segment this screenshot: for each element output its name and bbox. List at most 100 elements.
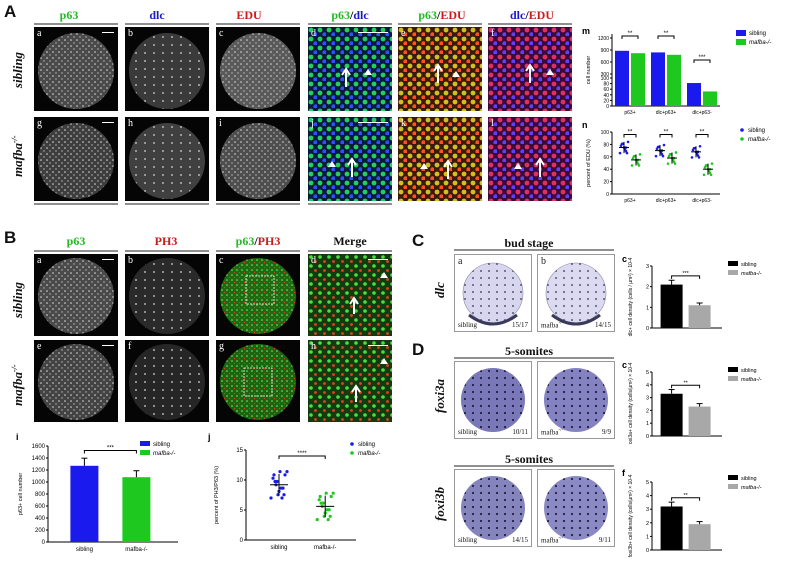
stage-5-somites-1: 5-somites xyxy=(505,344,553,358)
significance-label: **** xyxy=(297,451,307,457)
bar-mafba-/- xyxy=(688,524,711,550)
col-head-dlc-edu: dlc/EDU xyxy=(509,8,555,22)
data-point xyxy=(630,164,634,167)
data-point xyxy=(285,470,289,474)
image-b-c-merge-sibling: c xyxy=(216,254,300,336)
data-point xyxy=(283,473,287,477)
significance-label: ** xyxy=(628,129,633,135)
ratio-label: 15/17 xyxy=(512,321,528,329)
y-tick-label: 60 xyxy=(603,155,609,161)
col-head-p63-dlc: p63/dlc xyxy=(331,8,369,22)
data-point xyxy=(637,164,641,167)
data-point xyxy=(317,498,321,502)
svg-text:f: f xyxy=(622,468,626,478)
sublabel: i xyxy=(219,118,222,129)
panel-letter-a: A xyxy=(4,2,17,21)
data-point xyxy=(272,473,276,477)
legend-marker xyxy=(350,451,354,455)
scale-bar xyxy=(102,122,114,123)
col-head-b-merge-p63-ph3: p63/PH3 xyxy=(235,234,281,248)
chart-c-foxi3a: c 0 1 2 3 4 5 ** foxi3a+ cell density (cells/µm… xyxy=(622,360,762,444)
image-b-dlc-sibling: b xyxy=(125,27,209,111)
data-point xyxy=(619,144,623,147)
sig-bracket xyxy=(623,133,637,138)
y-tick-label: 1 xyxy=(646,421,649,427)
chart-f-foxi3b: f 0 1 2 3 4 5 ** foxi3b+ cell density (cells/µm… xyxy=(622,468,762,557)
y-tick-label: 5 xyxy=(240,508,244,514)
sig-bracket xyxy=(671,384,701,389)
y-tick-label: 80 xyxy=(603,82,609,88)
significance-label: *** xyxy=(698,55,706,61)
y-tick-label: 0 xyxy=(42,540,46,546)
data-point xyxy=(667,154,671,158)
y-tick-label: 1000 xyxy=(32,480,46,486)
genotype-label: sibling xyxy=(458,321,478,329)
y-tick-label: 20 xyxy=(603,98,609,104)
y-tick-label: 0 xyxy=(646,434,649,440)
legend-marker xyxy=(350,442,354,446)
data-point xyxy=(702,173,706,177)
y-tick-label: 600 xyxy=(35,504,46,510)
data-point xyxy=(710,162,714,165)
y-tick-label: 15 xyxy=(236,448,243,454)
data-point xyxy=(280,496,284,500)
image-b-h-zoom-mafba: h xyxy=(308,340,392,422)
data-point xyxy=(326,518,330,522)
image-i-edu-mafba: i xyxy=(216,117,300,201)
bar-mafba-/- xyxy=(688,305,711,328)
sig-bracket xyxy=(693,59,711,63)
legend-label: mafba-/- xyxy=(741,271,762,277)
sig-bracket xyxy=(657,35,675,39)
data-point xyxy=(328,514,332,518)
data-point xyxy=(626,140,630,144)
sublabel: f xyxy=(128,341,132,352)
legend-label: mafba-/- xyxy=(153,451,175,457)
legend-label: sibling xyxy=(748,128,765,134)
data-point xyxy=(666,162,670,165)
data-point xyxy=(282,493,286,497)
ish-foxi3a-mafba: b mafba-/- 9/9 xyxy=(537,361,615,439)
ratio-label: 9/11 xyxy=(598,536,611,544)
y-tick-label: 0 xyxy=(606,192,609,198)
significance-label: *** xyxy=(682,271,689,277)
image-e-p63-edu-sibling: e xyxy=(398,27,482,111)
data-point xyxy=(691,148,695,152)
sublabel: f xyxy=(491,28,495,39)
bar-sibling xyxy=(615,50,629,106)
col-head-b-p63: p63 xyxy=(66,234,86,248)
ish-foxi3a-sibling: a sibling 10/11 xyxy=(454,361,532,439)
significance-label: ** xyxy=(664,129,669,135)
x-tick-label: dlc+p63- xyxy=(692,198,712,204)
chart-i: i 0 200 400 600 800 1000 1200 1400 1600 sibling ma… xyxy=(16,432,178,553)
ish-dlc-sibling: a sibling 15/17 xyxy=(454,254,532,332)
y-tick-label: 40 xyxy=(603,167,609,173)
significance-label: ** xyxy=(628,31,633,37)
sublabel: b xyxy=(541,363,546,374)
genotype-label: mafba-/- xyxy=(541,320,564,329)
significance-label: ** xyxy=(700,129,705,135)
chart-n: n 0 20 40 60 80 100 p63+ ** dlc+p63+ ** dlc+p63- **… xyxy=(582,120,770,204)
scale-bar xyxy=(102,259,114,260)
legend-swatch xyxy=(728,376,738,381)
sig-bracket xyxy=(695,133,709,138)
bar-mafba-/- xyxy=(688,406,711,436)
y-tick-label: 1600 xyxy=(32,444,46,450)
x-tick-label: dlc+p63+ xyxy=(656,110,677,116)
sublabel: a xyxy=(458,256,463,267)
y-tick-label: 1200 xyxy=(32,468,46,474)
ratio-label: 14/15 xyxy=(595,321,611,329)
y-axis-label: dlc+ cell density (cells / µm²) × 10-4 xyxy=(628,257,634,336)
svg-text:j: j xyxy=(207,432,211,442)
col-head-dlc: dlc xyxy=(149,8,165,22)
legend-label: sibling xyxy=(358,442,375,448)
x-tick-label: sibling xyxy=(76,547,93,553)
sublabel: g xyxy=(219,341,224,352)
legend-label: sibling xyxy=(153,442,170,448)
col-head-p63: p63 xyxy=(59,8,79,22)
genotype-label: sibling xyxy=(458,536,478,544)
x-tick-label: dlc+p63- xyxy=(692,110,712,116)
image-h-dlc-mafba: h xyxy=(125,117,209,201)
bar-sibling xyxy=(651,52,665,106)
data-point xyxy=(618,151,622,155)
legend-swatch xyxy=(728,475,738,480)
